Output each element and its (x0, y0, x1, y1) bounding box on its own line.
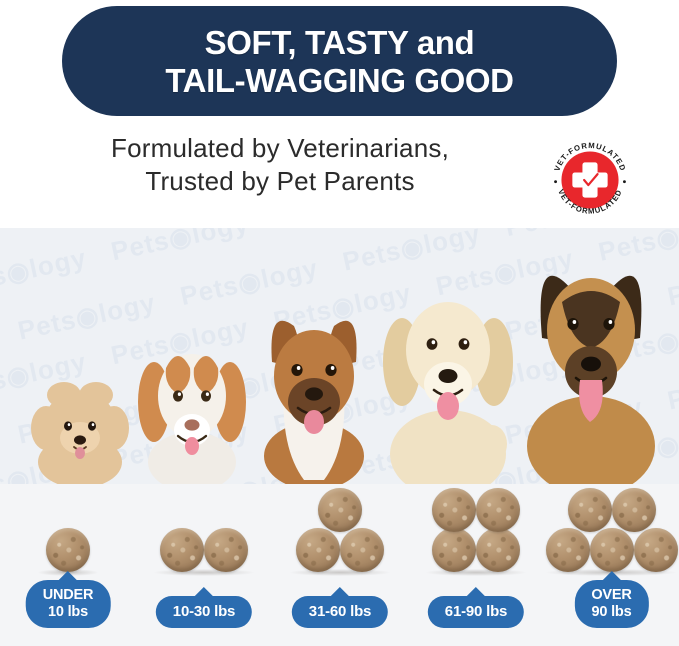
dog-french-bulldog (250, 284, 378, 484)
weight-label-under-10: UNDER 10 lbs (25, 579, 111, 628)
dog-toy-poodle (24, 366, 136, 484)
chew-stack (136, 488, 272, 576)
subtitle-line-1: Formulated by Veterinarians, (111, 133, 449, 163)
dosage-group-over-90: OVER 90 lbs (544, 484, 679, 646)
headline-banner: SOFT, TASTY and TAIL-WAGGING GOOD (62, 6, 617, 116)
vet-formulated-badge-icon: VET-FORMULATED VET-FORMULATED (548, 138, 632, 222)
chew-stack (0, 488, 136, 576)
chew (46, 528, 90, 572)
chew (476, 528, 520, 572)
headline-line-2: TAIL-WAGGING GOOD (165, 61, 514, 99)
weight-label-over-90: OVER 90 lbs (574, 579, 649, 628)
chew (476, 488, 520, 532)
chew (612, 488, 656, 532)
chew-stack (544, 488, 679, 576)
dosage-group-under-10: UNDER 10 lbs (0, 484, 136, 646)
chew (160, 528, 204, 572)
dosage-group-61-90: 61-90 lbs (408, 484, 544, 646)
subtitle-line-2: Trusted by Pet Parents (145, 166, 415, 197)
chew (546, 528, 590, 572)
dosage-group-10-30: 10-30 lbs (136, 484, 272, 646)
dog-german-shepherd (516, 232, 666, 484)
chew (318, 488, 362, 532)
headline-line-1: SOFT, TASTY and (204, 23, 475, 61)
weight-label-61-90: 61-90 lbs (427, 596, 525, 628)
subtitle-block: Formulated by Veterinarians, Trusted by … (0, 132, 560, 199)
chew (296, 528, 340, 572)
dog-pointer-hound (132, 324, 252, 484)
chew (590, 528, 634, 572)
chew (340, 528, 384, 572)
chew-stack (408, 488, 544, 576)
dog-size-strip: Pets◉logyPets◉logy Pets◉logyPets◉logyPets… (0, 228, 679, 484)
chew (432, 488, 476, 532)
weight-label-31-60: 31-60 lbs (291, 596, 389, 628)
chew (634, 528, 678, 572)
dosage-group-31-60: 31-60 lbs (272, 484, 408, 646)
chew (432, 528, 476, 572)
chew (568, 488, 612, 532)
weight-label-10-30: 10-30 lbs (155, 596, 253, 628)
dog-golden-retriever (378, 258, 518, 484)
dosage-chart: UNDER 10 lbs 10-30 lbs 31-60 lbs (0, 484, 679, 646)
chew (204, 528, 248, 572)
chew-stack (272, 488, 408, 576)
header-panel: SOFT, TASTY and TAIL-WAGGING GOOD Formul… (0, 0, 679, 228)
